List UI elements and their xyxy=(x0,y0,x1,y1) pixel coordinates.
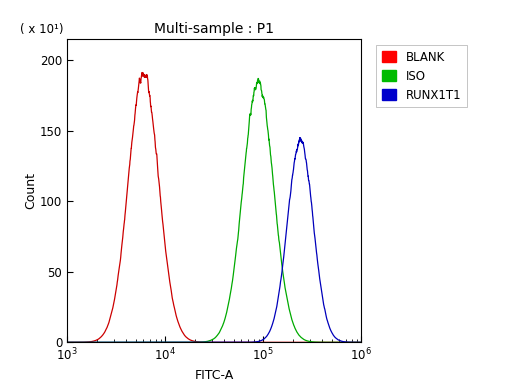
Line: RUNX1T1: RUNX1T1 xyxy=(67,138,361,342)
Line: BLANK: BLANK xyxy=(67,72,361,342)
ISO xyxy=(243,156,249,160)
Text: ( x 10¹): ( x 10¹) xyxy=(20,23,63,36)
RUNX1T1 xyxy=(358,340,364,345)
ISO xyxy=(241,168,247,173)
BLANK xyxy=(64,340,70,345)
BLANK xyxy=(126,163,133,167)
RUNX1T1 xyxy=(286,207,292,212)
ISO xyxy=(255,76,261,81)
Legend: BLANK, ISO, RUNX1T1: BLANK, ISO, RUNX1T1 xyxy=(376,45,467,107)
RUNX1T1 xyxy=(263,335,269,340)
RUNX1T1 xyxy=(64,340,70,345)
ISO xyxy=(283,291,289,296)
ISO xyxy=(64,340,70,345)
BLANK xyxy=(169,292,175,296)
X-axis label: FITC-A: FITC-A xyxy=(195,369,234,382)
BLANK xyxy=(133,104,139,109)
ISO xyxy=(247,111,253,116)
RUNX1T1 xyxy=(287,196,293,201)
ISO xyxy=(214,333,220,338)
BLANK xyxy=(358,340,364,345)
ISO xyxy=(358,340,364,345)
RUNX1T1 xyxy=(291,163,297,167)
BLANK xyxy=(99,333,105,338)
Line: ISO: ISO xyxy=(67,79,361,342)
ISO xyxy=(283,293,289,297)
RUNX1T1 xyxy=(320,303,327,307)
BLANK xyxy=(128,148,134,153)
RUNX1T1 xyxy=(321,304,327,308)
RUNX1T1 xyxy=(297,135,303,140)
BLANK xyxy=(139,70,145,75)
Title: Multi-sample : P1: Multi-sample : P1 xyxy=(154,22,274,36)
Y-axis label: Count: Count xyxy=(24,172,37,209)
BLANK xyxy=(168,289,174,294)
